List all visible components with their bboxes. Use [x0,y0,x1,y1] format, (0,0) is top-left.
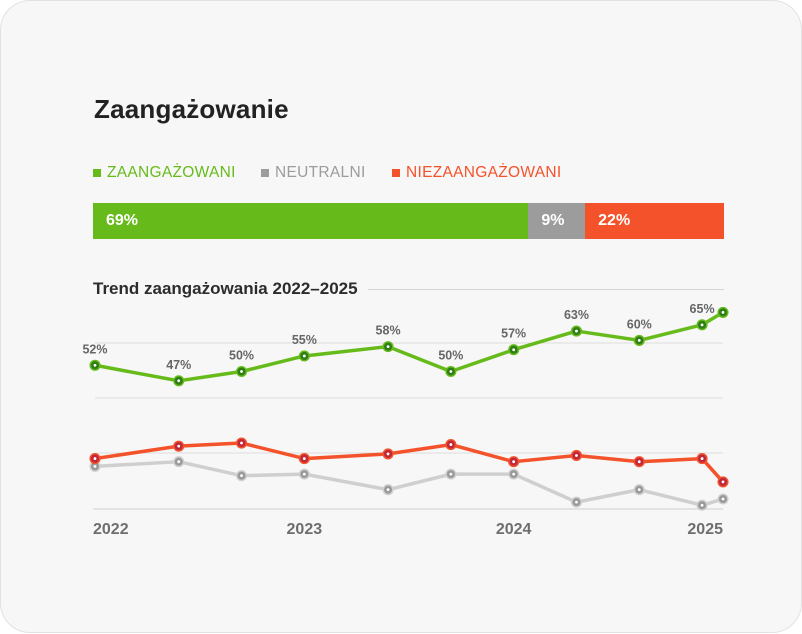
data-point-dot-niezaanga-owani-1 [177,444,181,448]
data-point-dot-zaanga-owani-8 [637,339,641,342]
data-point-dot-zaanga-owani-5 [449,370,453,373]
data-point-dot-neutralni-4 [386,488,390,492]
legend-item-engaged: ZAANGAŻOWANI [93,164,236,182]
data-point-dot-zaanga-owani-7 [575,329,578,333]
stacked-bar: 69% 9% 22% [93,203,724,239]
data-point-dot-zaanga-owani-4 [386,345,390,349]
x-tick-label-2022: 2022 [93,521,129,538]
legend-swatch-neutral [261,169,269,177]
legend-label-neutral: NEUTRALNI [275,164,366,181]
data-point-dot-zaanga-owani-10 [721,311,725,314]
data-point-dot-zaanga-owani-1 [177,379,181,383]
data-label-zaanga-owani-8: 60% [627,317,652,331]
data-point-dot-neutralni-9 [700,503,704,507]
bar-segment-neutral: 9% [528,203,586,239]
data-point-dot-neutralni-5 [449,472,453,476]
data-point-dot-niezaanga-owani-4 [386,452,390,456]
data-point-dot-zaanga-owani-6 [512,348,516,352]
data-point-dot-zaanga-owani-0 [93,363,97,367]
bar-segment-engaged: 69% [93,203,529,239]
legend-label-engaged: ZAANGAŻOWANI [107,164,236,181]
data-point-dot-zaanga-owani-2 [240,370,243,373]
data-point-dot-neutralni-7 [575,500,578,504]
data-point-dot-neutralni-8 [637,488,641,492]
legend-swatch-engaged [93,169,101,177]
trend-header: Trend zaangażowania 2022–2025 [93,277,724,301]
data-point-dot-niezaanga-owani-2 [240,441,243,445]
series-line-neutralni [93,459,725,507]
trend-title-rule [367,288,724,290]
x-tick-label-2023: 2023 [287,521,323,538]
data-label-zaanga-owani-5: 50% [438,349,463,363]
data-point-dot-niezaanga-owani-7 [575,454,578,457]
legend-label-disengaged: NIEZAANGAŻOWANI [406,164,562,181]
data-point-dot-neutralni-1 [177,460,181,464]
data-point-dot-niezaanga-owani-5 [449,443,453,446]
x-tick-label-2024: 2024 [496,521,532,538]
data-point-dot-niezaanga-owani-9 [700,457,704,460]
data-point-dot-niezaanga-owani-0 [93,457,97,460]
data-label-zaanga-owani-6: 57% [501,327,526,341]
data-point-dot-neutralni-3 [302,472,306,476]
trend-title: Trend zaangażowania 2022–2025 [93,279,358,298]
bar-label-disengaged: 22% [598,212,631,229]
data-label-zaanga-owani-2: 50% [229,349,254,363]
data-label-zaanga-owani-4: 58% [376,324,401,338]
data-label-zaanga-owani-1: 47% [166,358,191,372]
data-point-dot-zaanga-owani-3 [302,354,306,358]
card-title: Zaangażowanie [94,94,289,124]
bar-label-engaged: 69% [106,212,139,229]
data-point-dot-neutralni-10 [721,497,725,501]
data-point-dot-neutralni-0 [93,464,97,468]
data-point-dot-niezaanga-owani-10 [721,480,725,484]
bar-segment-disengaged: 22% [585,203,724,239]
data-point-dot-neutralni-2 [240,474,243,478]
data-label-zaanga-owani-3: 55% [292,333,317,347]
data-label-zaanga-owani-0: 52% [82,342,107,356]
bar-label-neutral: 9% [541,212,565,229]
data-label-zaanga-owani-7: 63% [564,308,589,322]
legend-item-neutral: NEUTRALNI [261,164,366,182]
data-point-dot-zaanga-owani-9 [700,323,704,327]
data-label-zaanga-owani-9: 65% [690,302,715,316]
data-point-dot-niezaanga-owani-8 [637,460,641,464]
data-point-dot-niezaanga-owani-6 [512,460,516,464]
legend-swatch-disengaged [392,169,400,177]
x-tick-label-2025: 2025 [687,521,723,538]
data-point-dot-neutralni-6 [512,472,516,476]
legend-item-disengaged: NIEZAANGAŻOWANI [392,164,562,182]
data-point-dot-niezaanga-owani-3 [302,457,306,460]
